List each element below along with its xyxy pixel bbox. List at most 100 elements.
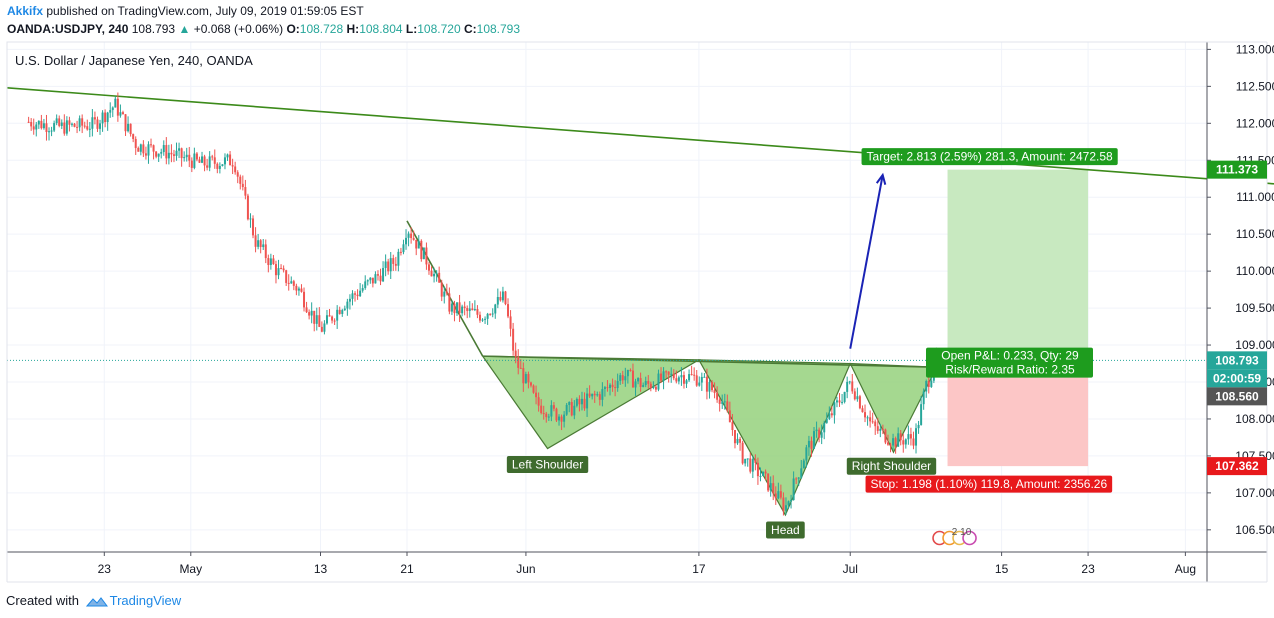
candle-down (430, 270, 433, 277)
target-label[interactable]: Target: 2.813 (2.59%) 281.3, Amount: 247… (861, 148, 1118, 166)
candle-down (583, 398, 586, 409)
candle-down (767, 473, 770, 491)
candle-up (60, 122, 63, 126)
forecast-arrow[interactable] (849, 174, 884, 349)
candle-up (603, 387, 606, 390)
candle-up (402, 244, 405, 253)
high-label: H: (346, 22, 360, 36)
candle-up (792, 478, 795, 501)
candle-down (392, 258, 395, 264)
candle-up (892, 438, 895, 446)
candle-down (86, 126, 89, 130)
candle-up (70, 123, 73, 125)
candle-up (800, 468, 803, 478)
created-with-text: Created with (6, 593, 79, 608)
candle-up (491, 313, 494, 315)
candle-up (201, 156, 204, 163)
candle-down (170, 152, 173, 155)
candle-up (662, 371, 665, 381)
right-shoulder-label[interactable]: Right Shoulder (846, 457, 937, 475)
candle-down (463, 306, 466, 309)
chart-annotations[interactable]: Target: 2.813 (2.59%) 281.3, Amount: 247… (7, 148, 1207, 546)
candle-down (438, 272, 441, 283)
candle-up (65, 120, 68, 134)
candle-down (909, 434, 912, 439)
resistance-trendline[interactable] (6, 87, 1274, 185)
candle-up (547, 416, 550, 418)
candle-down (881, 428, 884, 430)
candle-down (631, 370, 634, 388)
candle-down (830, 413, 833, 416)
neckline[interactable] (482, 355, 937, 369)
candle-down (889, 444, 892, 446)
candle-up (37, 120, 40, 125)
candle-up (550, 405, 553, 417)
candle-up (586, 393, 589, 409)
candle-down (532, 385, 535, 393)
candle-down (667, 371, 670, 375)
candle-down (466, 308, 469, 311)
candle-up (249, 218, 252, 220)
candle-up (384, 261, 387, 268)
price-change: +0.068 (+0.06%) (193, 22, 284, 36)
candle-up (762, 471, 765, 476)
candle-down (303, 291, 306, 308)
candle-down (252, 218, 255, 236)
candle-down (213, 157, 216, 164)
close-value: 108.793 (476, 22, 521, 36)
candle-down (308, 312, 311, 316)
candle-down (300, 288, 303, 292)
candle-down (211, 156, 214, 158)
candle-down (412, 238, 415, 240)
pattern-triangle-2[interactable] (697, 359, 852, 517)
publish-info: published on TradingView.com, July 09, 2… (43, 4, 364, 18)
candle-up (744, 458, 747, 464)
candle-up (450, 303, 453, 312)
x-tick-label: Jun (516, 562, 535, 576)
candle-down (894, 438, 897, 447)
price-label: 111.373 (1216, 163, 1258, 177)
candle-down (331, 316, 334, 321)
candle-down (606, 387, 609, 389)
events-count: 2 10 (952, 527, 972, 538)
author-name[interactable]: Akkifx (7, 4, 44, 18)
candle-down (206, 165, 209, 168)
candle-up (736, 438, 739, 444)
head-and-shoulders-pattern[interactable] (406, 220, 938, 517)
x-tick-label: Aug (1175, 562, 1196, 576)
candle-up (573, 405, 576, 416)
candle-down (774, 493, 777, 499)
candle-up (361, 288, 364, 291)
candle-down (234, 166, 237, 173)
candle-down (124, 114, 127, 132)
open-value: 108.728 (299, 22, 344, 36)
trendline[interactable] (6, 87, 1274, 185)
candle-up (226, 154, 229, 158)
candle-up (111, 107, 114, 111)
head-label-box (766, 521, 805, 539)
candle-up (703, 376, 706, 378)
left-shoulder-label-text: Left Shoulder (512, 458, 583, 472)
candle-down (861, 408, 864, 413)
candle-down (884, 429, 887, 443)
candle-up (325, 315, 328, 324)
left-shoulder-label[interactable]: Left Shoulder (506, 456, 589, 474)
head-label[interactable]: Head (766, 521, 805, 539)
candle-down (30, 121, 33, 127)
candle-down (152, 145, 155, 152)
candle-down (728, 410, 731, 423)
candle-down (838, 400, 841, 403)
left-shoulder-label-box (506, 456, 589, 474)
candle-down (749, 458, 752, 472)
candle-down (427, 264, 430, 271)
candle-up (50, 130, 53, 132)
candle-up (262, 244, 265, 248)
economic-events[interactable]: 2 10 (932, 527, 977, 546)
candle-down (40, 120, 43, 129)
symbol-line: OANDA:USDJPY, 240 108.793 ▲ +0.068 (+0.0… (7, 22, 520, 36)
tradingview-brand-link[interactable]: TradingView (109, 593, 182, 608)
stop-label[interactable]: Stop: 1.198 (1.10%) 119.8, Amount: 2356.… (865, 475, 1113, 493)
candle-down (795, 478, 798, 480)
